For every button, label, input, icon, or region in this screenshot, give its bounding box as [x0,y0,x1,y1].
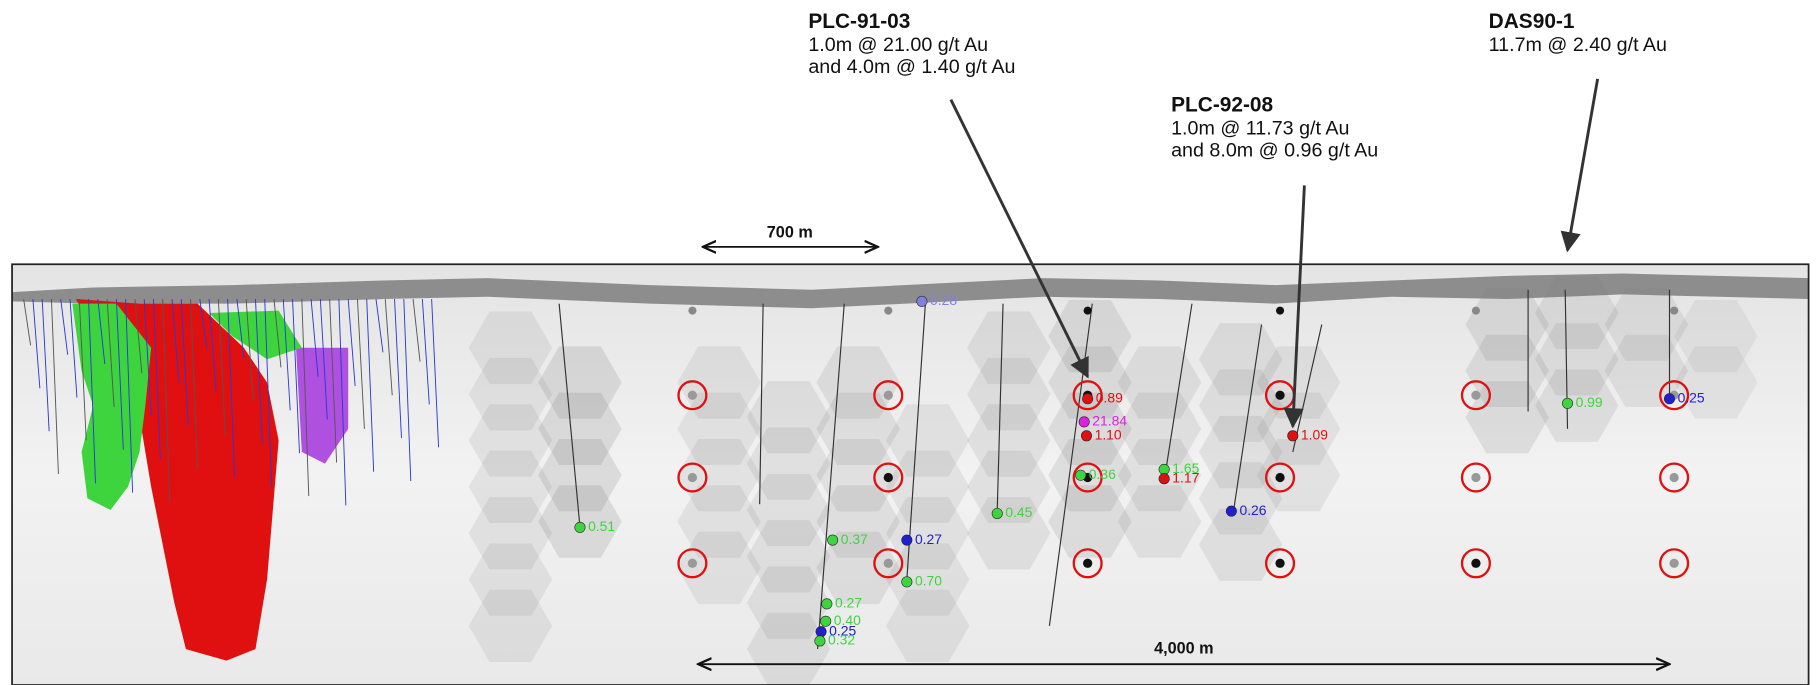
assay-dot [816,626,826,636]
callout-line: 1.0m @ 11.73 g/t Au [1171,117,1349,139]
collar-dot [1084,307,1092,315]
callout-line: and 4.0m @ 1.40 g/t Au [808,56,1015,78]
assay-dot [1159,473,1169,483]
assay-dot [1081,431,1091,441]
assay-label: 0.51 [588,518,615,534]
assay-dot [1664,393,1674,403]
assay-dot [902,577,912,587]
target-dot [688,391,697,400]
assay-label: 0.89 [1096,389,1123,405]
callout-hole: PLC-91-03 [808,10,910,33]
assay-dot [992,508,1002,518]
assay-label: 0.27 [835,595,862,611]
assay-dot [1288,431,1298,441]
collar-dot [1472,307,1480,315]
assay-label: 0.36 [1089,466,1116,482]
assay-label: 0.45 [1005,504,1032,520]
assay-label: 0.28 [930,292,957,308]
target-dot [884,473,893,482]
target-dot [1275,473,1284,482]
assay-dot [902,535,912,545]
collar-dot [884,307,892,315]
target-dot [688,473,697,482]
assay-label: 0.25 [1678,389,1705,405]
collar-dot [1276,307,1284,315]
callout-arrow [1568,79,1598,251]
assay-dot [1226,506,1236,516]
target-dot [1471,559,1480,568]
long-section: 0.510.370.270.700.270.400.250.320.450.36… [0,0,1816,685]
callout-line: 1.0m @ 21.00 g/t Au [808,34,988,56]
callout-hole: PLC-92-08 [1171,93,1273,116]
target-dot [688,559,697,568]
assay-dot [827,535,837,545]
target-dot [884,391,893,400]
callout-line: 11.7m @ 2.40 g/t Au [1489,34,1667,56]
target-dot [1471,473,1480,482]
collar-dot [688,307,696,315]
target-dot [1471,391,1480,400]
assay-label: 1.09 [1301,426,1328,442]
assay-label: 0.37 [841,531,868,547]
assay-label: 1.17 [1172,469,1199,485]
assay-dot [1159,464,1169,474]
target-dot [1669,559,1678,568]
assay-dot [1562,398,1572,408]
callout-line: and 8.0m @ 0.96 g/t Au [1171,139,1378,161]
target-dot [1275,559,1284,568]
callout-hole: DAS90-1 [1489,10,1575,33]
page: Long section {"callouts": [ {"hole": "PL… [0,0,1816,685]
assay-label: 0.32 [828,632,855,648]
assay-dot [1079,417,1089,427]
target-dot [1669,473,1678,482]
assay-dot [575,522,585,532]
collar-dot [1670,307,1678,315]
assay-label: 0.26 [1239,502,1266,518]
assay-dot [1082,393,1092,403]
target-dot [1083,559,1092,568]
target-dot [884,559,893,568]
assay-dot [822,599,832,609]
body: 0.510.370.270.700.270.400.250.320.450.36… [0,0,1816,685]
scale-label: 4,000 m [1154,640,1214,658]
assay-dot [917,296,927,306]
target-dot [1275,391,1284,400]
scale-label: 700 m [767,224,813,242]
assay-dot [1075,470,1085,480]
assay-label: 0.99 [1576,394,1603,410]
assay-label: 0.27 [915,531,942,547]
assay-dot [815,636,825,646]
assay-label: 1.10 [1095,426,1122,442]
assay-label: 0.70 [915,573,942,589]
